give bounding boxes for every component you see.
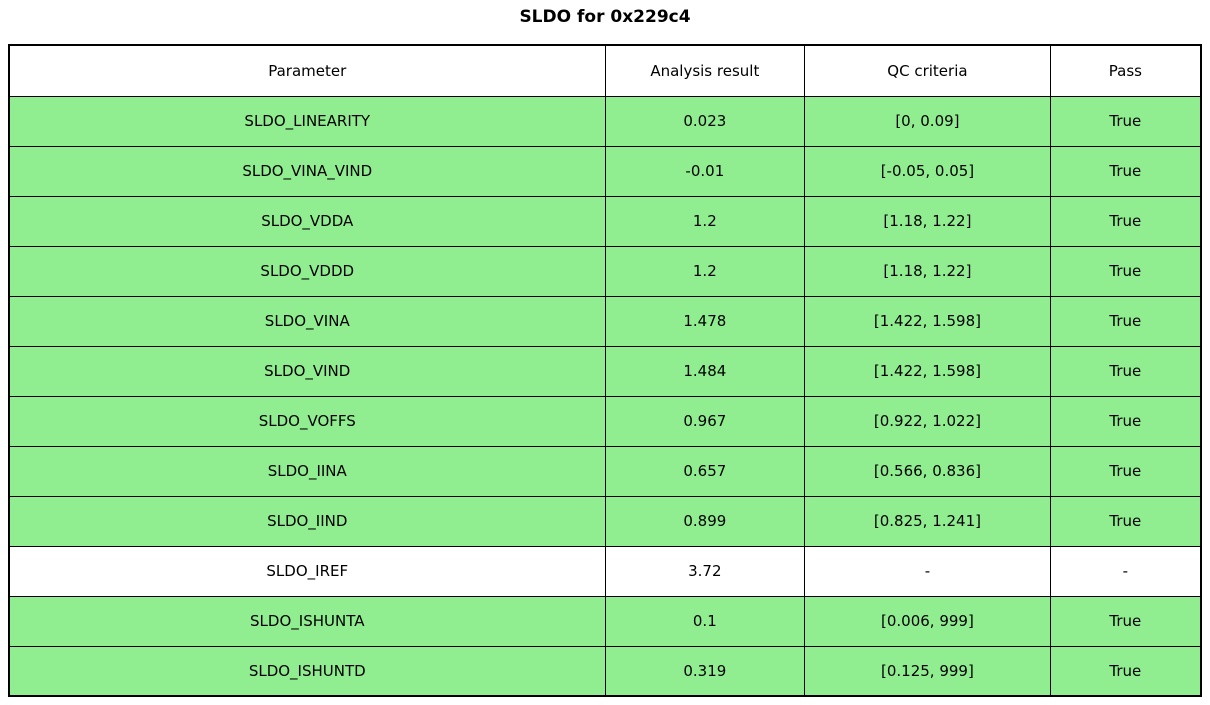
cell-analysis-result: 0.319 [604, 645, 806, 697]
cell-pass: True [1049, 245, 1202, 297]
table-row: SLDO_ISHUNTD 0.319 [0.125, 999] True [8, 645, 1202, 697]
cell-pass: True [1049, 395, 1202, 447]
cell-analysis-result: 0.023 [604, 95, 806, 147]
cell-analysis-result: 0.657 [604, 445, 806, 497]
cell-parameter: SLDO_VIND [8, 345, 606, 397]
header-analysis-result: Analysis result [604, 44, 806, 97]
cell-parameter: SLDO_IREF [8, 545, 606, 597]
header-pass: Pass [1049, 44, 1202, 97]
cell-qc-criteria: - [804, 545, 1051, 597]
cell-qc-criteria: [0.922, 1.022] [804, 395, 1051, 447]
qc-results-table: Parameter Analysis result QC criteria Pa… [8, 44, 1202, 697]
cell-pass: True [1049, 445, 1202, 497]
cell-pass: - [1049, 545, 1202, 597]
table-row: SLDO_VIND 1.484 [1.422, 1.598] True [8, 345, 1202, 397]
cell-qc-criteria: [0.006, 999] [804, 595, 1051, 647]
cell-analysis-result: 1.2 [604, 195, 806, 247]
table-row: SLDO_LINEARITY 0.023 [0, 0.09] True [8, 95, 1202, 147]
cell-parameter: SLDO_VINA_VIND [8, 145, 606, 197]
cell-pass: True [1049, 195, 1202, 247]
cell-qc-criteria: [-0.05, 0.05] [804, 145, 1051, 197]
cell-qc-criteria: [1.422, 1.598] [804, 295, 1051, 347]
header-parameter: Parameter [8, 44, 606, 97]
cell-parameter: SLDO_IIND [8, 495, 606, 547]
cell-analysis-result: 1.478 [604, 295, 806, 347]
table-header: Parameter Analysis result QC criteria Pa… [8, 44, 1202, 97]
cell-analysis-result: -0.01 [604, 145, 806, 197]
cell-parameter: SLDO_VINA [8, 295, 606, 347]
cell-analysis-result: 1.2 [604, 245, 806, 297]
cell-analysis-result: 0.1 [604, 595, 806, 647]
cell-analysis-result: 3.72 [604, 545, 806, 597]
table-row: SLDO_VINA_VIND -0.01 [-0.05, 0.05] True [8, 145, 1202, 197]
header-qc-criteria: QC criteria [804, 44, 1051, 97]
cell-pass: True [1049, 145, 1202, 197]
cell-qc-criteria: [0.125, 999] [804, 645, 1051, 697]
cell-analysis-result: 0.899 [604, 495, 806, 547]
table-row: SLDO_IREF 3.72- - [8, 545, 1202, 597]
cell-parameter: SLDO_IINA [8, 445, 606, 497]
figure-title: SLDO for 0x229c4 [519, 7, 691, 27]
cell-pass: True [1049, 645, 1202, 697]
header-row: Parameter Analysis result QC criteria Pa… [8, 44, 1202, 97]
table-row: SLDO_VINA 1.478 [1.422, 1.598] True [8, 295, 1202, 347]
table-row: SLDO_IIND 0.899 [0.825, 1.241] True [8, 495, 1202, 547]
cell-pass: True [1049, 595, 1202, 647]
cell-parameter: SLDO_ISHUNTA [8, 595, 606, 647]
table-row: SLDO_VDDD 1.2 [1.18, 1.22] True [8, 245, 1202, 297]
cell-pass: True [1049, 495, 1202, 547]
table-row: SLDO_ISHUNTA 0.1 [0.006, 999] True [8, 595, 1202, 647]
cell-analysis-result: 0.967 [604, 395, 806, 447]
cell-qc-criteria: [0.566, 0.836] [804, 445, 1051, 497]
table-row: SLDO_IINA 0.657 [0.566, 0.836] True [8, 445, 1202, 497]
cell-qc-criteria: [0.825, 1.241] [804, 495, 1051, 547]
cell-parameter: SLDO_VOFFS [8, 395, 606, 447]
table-body: SLDO_LINEARITY 0.023 [0, 0.09] True SLDO_VIN… [8, 95, 1202, 697]
cell-parameter: SLDO_ISHUNTD [8, 645, 606, 697]
cell-parameter: SLDO_VDDA [8, 195, 606, 247]
table-row: SLDO_VOFFS 0.967 [0.922, 1.022] True [8, 395, 1202, 447]
cell-parameter: SLDO_VDDD [8, 245, 606, 297]
cell-qc-criteria: [1.422, 1.598] [804, 345, 1051, 397]
cell-qc-criteria: [1.18, 1.22] [804, 195, 1051, 247]
cell-pass: True [1049, 95, 1202, 147]
table-row: SLDO_VDDA 1.2 [1.18, 1.22] True [8, 195, 1202, 247]
cell-pass: True [1049, 295, 1202, 347]
cell-qc-criteria: [1.18, 1.22] [804, 245, 1051, 297]
cell-parameter: SLDO_LINEARITY [8, 95, 606, 147]
cell-analysis-result: 1.484 [604, 345, 806, 397]
cell-qc-criteria: [0, 0.09] [804, 95, 1051, 147]
cell-pass: True [1049, 345, 1202, 397]
